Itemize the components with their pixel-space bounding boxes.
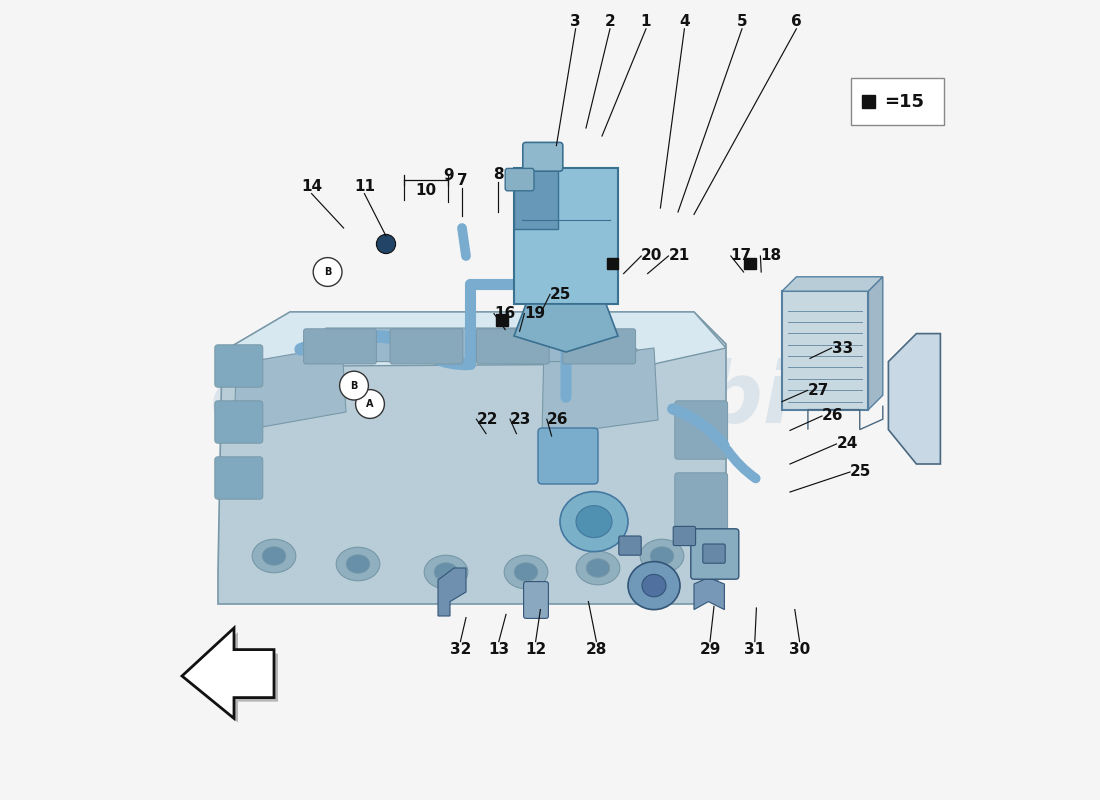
- Text: A: A: [366, 399, 374, 409]
- Text: 24: 24: [836, 437, 858, 451]
- Ellipse shape: [642, 574, 666, 597]
- Circle shape: [314, 258, 342, 286]
- Text: 4: 4: [679, 14, 690, 29]
- Text: 5: 5: [737, 14, 747, 29]
- FancyBboxPatch shape: [505, 168, 534, 191]
- Text: 27: 27: [807, 383, 829, 398]
- Text: 7: 7: [456, 173, 468, 188]
- Polygon shape: [514, 168, 618, 304]
- FancyBboxPatch shape: [390, 329, 463, 364]
- Text: 33: 33: [832, 341, 852, 355]
- Text: 20: 20: [641, 249, 662, 263]
- FancyBboxPatch shape: [214, 401, 263, 443]
- FancyBboxPatch shape: [674, 401, 727, 459]
- FancyBboxPatch shape: [619, 536, 641, 555]
- Ellipse shape: [576, 551, 619, 585]
- Ellipse shape: [650, 546, 674, 566]
- Ellipse shape: [434, 562, 458, 582]
- Polygon shape: [186, 632, 278, 722]
- FancyBboxPatch shape: [782, 291, 868, 410]
- Polygon shape: [782, 277, 883, 291]
- Polygon shape: [310, 328, 638, 362]
- Ellipse shape: [560, 491, 628, 552]
- FancyBboxPatch shape: [563, 329, 636, 364]
- Text: 10: 10: [416, 183, 437, 198]
- FancyBboxPatch shape: [673, 526, 695, 546]
- Ellipse shape: [252, 539, 296, 573]
- Polygon shape: [889, 334, 940, 464]
- Text: 6: 6: [791, 14, 802, 29]
- FancyBboxPatch shape: [214, 345, 263, 387]
- Ellipse shape: [514, 562, 538, 582]
- Polygon shape: [218, 312, 726, 604]
- Text: 8: 8: [493, 166, 504, 182]
- Polygon shape: [694, 578, 725, 610]
- Polygon shape: [868, 277, 883, 410]
- Text: 14: 14: [301, 178, 322, 194]
- FancyBboxPatch shape: [522, 142, 563, 171]
- Text: 26: 26: [547, 412, 569, 426]
- Text: 30: 30: [789, 642, 811, 657]
- Ellipse shape: [640, 539, 684, 573]
- Bar: [496, 314, 507, 326]
- FancyBboxPatch shape: [674, 473, 727, 531]
- Text: 23: 23: [510, 412, 531, 426]
- Text: 28: 28: [585, 642, 607, 657]
- Text: 18: 18: [760, 249, 781, 263]
- Bar: [862, 95, 874, 108]
- Polygon shape: [514, 304, 618, 352]
- Ellipse shape: [586, 558, 609, 578]
- FancyBboxPatch shape: [538, 428, 598, 484]
- Text: B: B: [350, 381, 358, 390]
- Bar: [745, 258, 756, 269]
- Ellipse shape: [576, 506, 612, 538]
- FancyBboxPatch shape: [214, 457, 263, 499]
- FancyBboxPatch shape: [850, 78, 944, 125]
- Text: 22: 22: [476, 412, 498, 426]
- Ellipse shape: [337, 547, 379, 581]
- Text: 21: 21: [669, 249, 690, 263]
- Polygon shape: [182, 628, 274, 718]
- Polygon shape: [222, 312, 726, 366]
- Text: B: B: [323, 267, 331, 277]
- Ellipse shape: [262, 546, 286, 566]
- Text: 32: 32: [450, 642, 471, 657]
- Text: 31: 31: [745, 642, 766, 657]
- Text: 25: 25: [850, 465, 871, 479]
- FancyBboxPatch shape: [524, 582, 549, 618]
- Text: 16: 16: [494, 306, 515, 321]
- Polygon shape: [438, 568, 466, 616]
- Text: 17: 17: [730, 249, 752, 263]
- Text: 29: 29: [700, 642, 720, 657]
- Polygon shape: [514, 168, 558, 229]
- Circle shape: [355, 390, 384, 418]
- Text: 12: 12: [525, 642, 547, 657]
- Bar: [607, 258, 618, 269]
- Text: 25: 25: [550, 287, 571, 302]
- FancyBboxPatch shape: [691, 529, 739, 579]
- Polygon shape: [542, 348, 658, 436]
- Polygon shape: [234, 346, 346, 432]
- Text: 2: 2: [605, 14, 615, 29]
- Text: 9: 9: [443, 169, 453, 183]
- Ellipse shape: [504, 555, 548, 589]
- Ellipse shape: [628, 562, 680, 610]
- Ellipse shape: [346, 554, 370, 574]
- Circle shape: [376, 234, 396, 254]
- Text: 26: 26: [822, 409, 844, 423]
- Ellipse shape: [425, 555, 468, 589]
- Text: 11: 11: [354, 178, 375, 194]
- FancyBboxPatch shape: [476, 329, 549, 364]
- Circle shape: [340, 371, 368, 400]
- Text: 19: 19: [525, 306, 546, 321]
- Text: 1: 1: [640, 14, 651, 29]
- Text: euroricambi: euroricambi: [210, 358, 794, 442]
- FancyBboxPatch shape: [304, 329, 376, 364]
- FancyBboxPatch shape: [703, 544, 725, 563]
- Text: =15: =15: [884, 93, 924, 110]
- Text: 13: 13: [488, 642, 509, 657]
- Text: 3: 3: [570, 14, 581, 29]
